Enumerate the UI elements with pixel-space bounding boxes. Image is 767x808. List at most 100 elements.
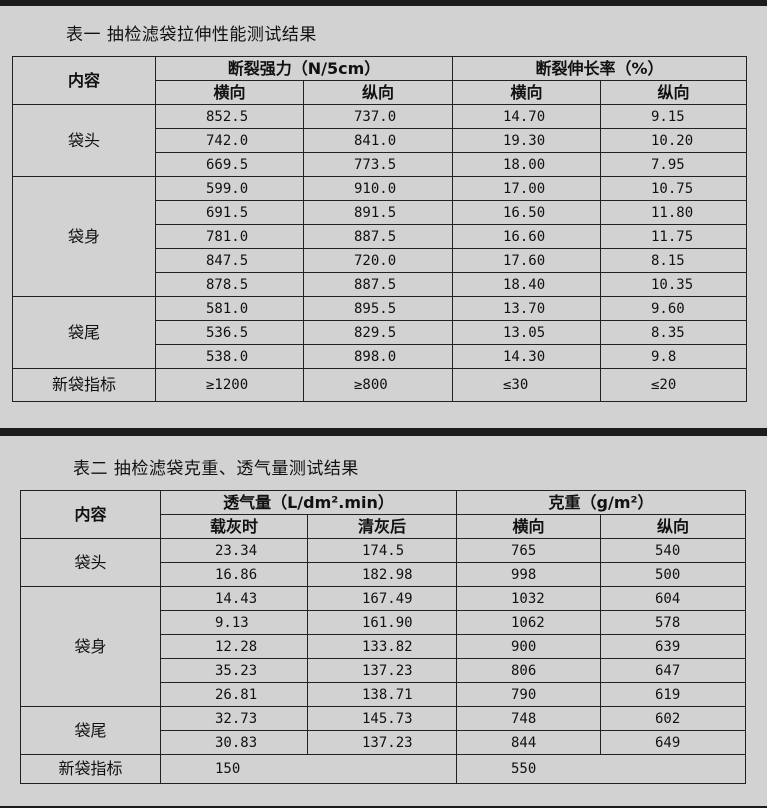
table-cell: 887.5 <box>303 224 453 249</box>
table-row: 袋尾 581.0 895.5 13.70 9.60 <box>12 296 748 369</box>
table-cell: 10.35 <box>599 272 748 297</box>
column-header: 清灰后 <box>307 514 457 539</box>
table-cell: 11.80 <box>599 200 748 225</box>
table-cell: 639 <box>599 634 747 659</box>
table-cell: 18.40 <box>452 272 601 297</box>
table-cell: 742.0 <box>155 128 304 153</box>
table-cell: 878.5 <box>155 272 304 297</box>
table-cell: 581.0 <box>155 296 304 321</box>
column-header: 纵向 <box>599 514 747 539</box>
table-cell: 790 <box>456 682 601 707</box>
table-cell: 16.60 <box>452 224 601 249</box>
table-cell: 14.30 <box>452 344 601 369</box>
table-cell: 891.5 <box>303 200 453 225</box>
index-label: 新袋指标 <box>20 754 161 784</box>
table-cell: 602 <box>599 706 747 731</box>
table-cell: 9.60 <box>599 296 748 321</box>
table-cell: 133.82 <box>307 634 457 659</box>
table-row: 30.83 137.23 844 649 <box>21 730 747 755</box>
table-row: 669.5 773.5 18.00 7.95 <box>13 152 748 177</box>
table-row: 袋尾 32.73 145.73 748 602 <box>20 706 747 755</box>
table-cell: 748 <box>456 706 601 731</box>
table-cell: 619 <box>599 682 747 707</box>
table-cell: 841.0 <box>303 128 453 153</box>
table-cell: 1032 <box>456 586 601 611</box>
corner-header: 内容 <box>12 56 156 105</box>
table-cell: 500 <box>599 562 747 587</box>
index-row: 新袋指标 150 550 <box>20 754 747 784</box>
table-cell: 18.00 <box>452 152 601 177</box>
table-cell: 16.50 <box>452 200 601 225</box>
table-cell: 11.75 <box>599 224 748 249</box>
section-label: 袋身 <box>20 586 161 707</box>
column-header: 载灰时 <box>160 514 308 539</box>
table-cell: 691.5 <box>155 200 304 225</box>
table-cell: 13.05 <box>452 320 601 345</box>
table-row: 袋头 852.5 737.0 14.70 9.15 <box>12 104 748 177</box>
table-row: 9.13 161.90 1062 578 <box>21 610 747 635</box>
table-cell: 852.5 <box>155 104 304 129</box>
table-cell: 35.23 <box>160 658 308 683</box>
table-cell: 30.83 <box>160 730 308 755</box>
table-row: 742.0 841.0 19.30 10.20 <box>13 128 748 153</box>
table-cell: 578 <box>599 610 747 635</box>
table-cell: 829.5 <box>303 320 453 345</box>
index-row: 新袋指标 ≥1200 ≥800 ≤30 ≤20 <box>12 368 748 402</box>
index-value: ≤30 <box>452 368 601 402</box>
table-cell: 647 <box>599 658 747 683</box>
table-cell: 167.49 <box>307 586 457 611</box>
table-cell: 669.5 <box>155 152 304 177</box>
table-cell: 19.30 <box>452 128 601 153</box>
section-label: 袋尾 <box>20 706 161 755</box>
table-row: 781.0 887.5 16.60 11.75 <box>13 224 748 249</box>
table-row: 878.5 887.5 18.40 10.35 <box>13 272 748 297</box>
table-cell: 14.43 <box>160 586 308 611</box>
column-header: 横向 <box>456 514 601 539</box>
section-label: 袋头 <box>12 104 156 177</box>
table-cell: 23.34 <box>160 538 308 563</box>
index-value: 550 <box>455 754 747 784</box>
index-value: ≤20 <box>599 368 748 402</box>
table-cell: 649 <box>599 730 747 755</box>
table-cell: 781.0 <box>155 224 304 249</box>
table-cell: 12.28 <box>160 634 308 659</box>
table-cell: 895.5 <box>303 296 453 321</box>
table-cell: 9.13 <box>160 610 308 635</box>
table-row: 袋身 14.43 167.49 1032 604 <box>20 586 747 707</box>
table-cell: 8.15 <box>599 248 748 273</box>
table-cell: 14.70 <box>452 104 601 129</box>
table-cell: 7.95 <box>599 152 748 177</box>
weight-permeability-table: 内容 透气量（L/dm².min） 克重（g/m²） 载灰时 清灰后 横向 纵向 袋头 23.3… <box>20 490 747 784</box>
table-cell: 10.75 <box>599 176 748 201</box>
table-row: 袋头 23.34 174.5 765 540 <box>20 538 747 587</box>
table-cell: 844 <box>456 730 601 755</box>
group-header: 克重（g/m²） <box>455 490 747 515</box>
table-row: 16.86 182.98 998 500 <box>21 562 747 587</box>
table-cell: 145.73 <box>307 706 457 731</box>
table-row: 袋身 599.0 910.0 17.00 10.75 <box>12 176 748 297</box>
table1-title: 表一 抽检滤袋拉伸性能测试结果 <box>66 25 317 45</box>
table-cell: 898.0 <box>303 344 453 369</box>
table-cell: 773.5 <box>303 152 453 177</box>
table-cell: 9.8 <box>599 344 748 369</box>
column-header: 横向 <box>155 80 304 105</box>
table-cell: 137.23 <box>307 730 457 755</box>
header-row: 内容 断裂强力（N/5cm） 断裂伸长率（%） <box>12 56 748 105</box>
table2-panel: 表二 抽检滤袋克重、透气量测试结果 内容 透气量（L/dm².min） 克重（g/m… <box>0 436 767 806</box>
subheader-row: 横向 纵向 横向 纵向 <box>13 80 748 105</box>
table-cell: 1062 <box>456 610 601 635</box>
group-header: 断裂强力（N/5cm） <box>155 56 453 81</box>
table-row: 847.5 720.0 17.60 8.15 <box>13 248 748 273</box>
section-label: 袋头 <box>20 538 161 587</box>
column-header: 纵向 <box>599 80 748 105</box>
table-cell: 17.00 <box>452 176 601 201</box>
index-value: 150 <box>160 754 457 784</box>
table-row: 35.23 137.23 806 647 <box>21 658 747 683</box>
table-cell: 13.70 <box>452 296 601 321</box>
table-cell: 998 <box>456 562 601 587</box>
table-cell: 182.98 <box>307 562 457 587</box>
table-cell: 538.0 <box>155 344 304 369</box>
table-cell: 32.73 <box>160 706 308 731</box>
table-cell: 900 <box>456 634 601 659</box>
table-cell: 910.0 <box>303 176 453 201</box>
